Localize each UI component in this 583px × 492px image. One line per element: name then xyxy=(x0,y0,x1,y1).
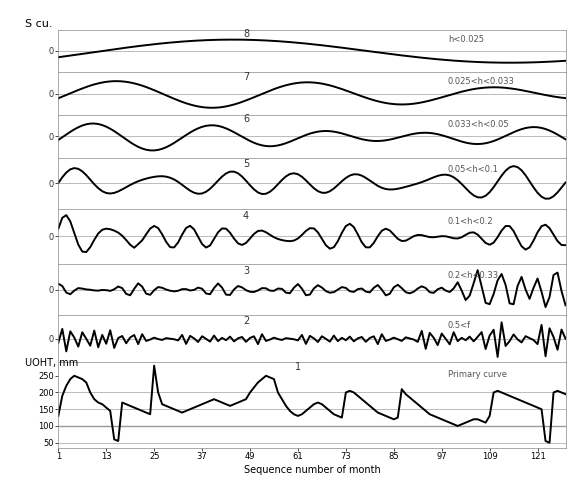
Text: 2: 2 xyxy=(243,316,249,326)
Text: S cu.: S cu. xyxy=(25,19,53,29)
Text: 1: 1 xyxy=(295,362,301,372)
X-axis label: Sequence number of month: Sequence number of month xyxy=(244,465,380,475)
Text: 0.025<h<0.033: 0.025<h<0.033 xyxy=(448,77,515,86)
Text: 5: 5 xyxy=(243,159,249,169)
Text: Primary curve: Primary curve xyxy=(448,369,507,378)
Text: 7: 7 xyxy=(243,72,249,82)
Text: 0.05<h<0.1: 0.05<h<0.1 xyxy=(448,164,499,174)
Text: 3: 3 xyxy=(243,266,249,276)
Text: UOHT, mm: UOHT, mm xyxy=(25,358,79,368)
Text: 0.5<f: 0.5<f xyxy=(448,321,471,331)
Text: 8: 8 xyxy=(243,29,249,39)
Text: 0.2<h<0.33: 0.2<h<0.33 xyxy=(448,271,499,280)
Text: 4: 4 xyxy=(243,211,249,221)
Text: 6: 6 xyxy=(243,115,249,124)
Text: 0.033<h<0.05: 0.033<h<0.05 xyxy=(448,120,510,129)
Text: h<0.025: h<0.025 xyxy=(448,34,484,44)
Text: 0.1<h<0.2: 0.1<h<0.2 xyxy=(448,217,494,226)
